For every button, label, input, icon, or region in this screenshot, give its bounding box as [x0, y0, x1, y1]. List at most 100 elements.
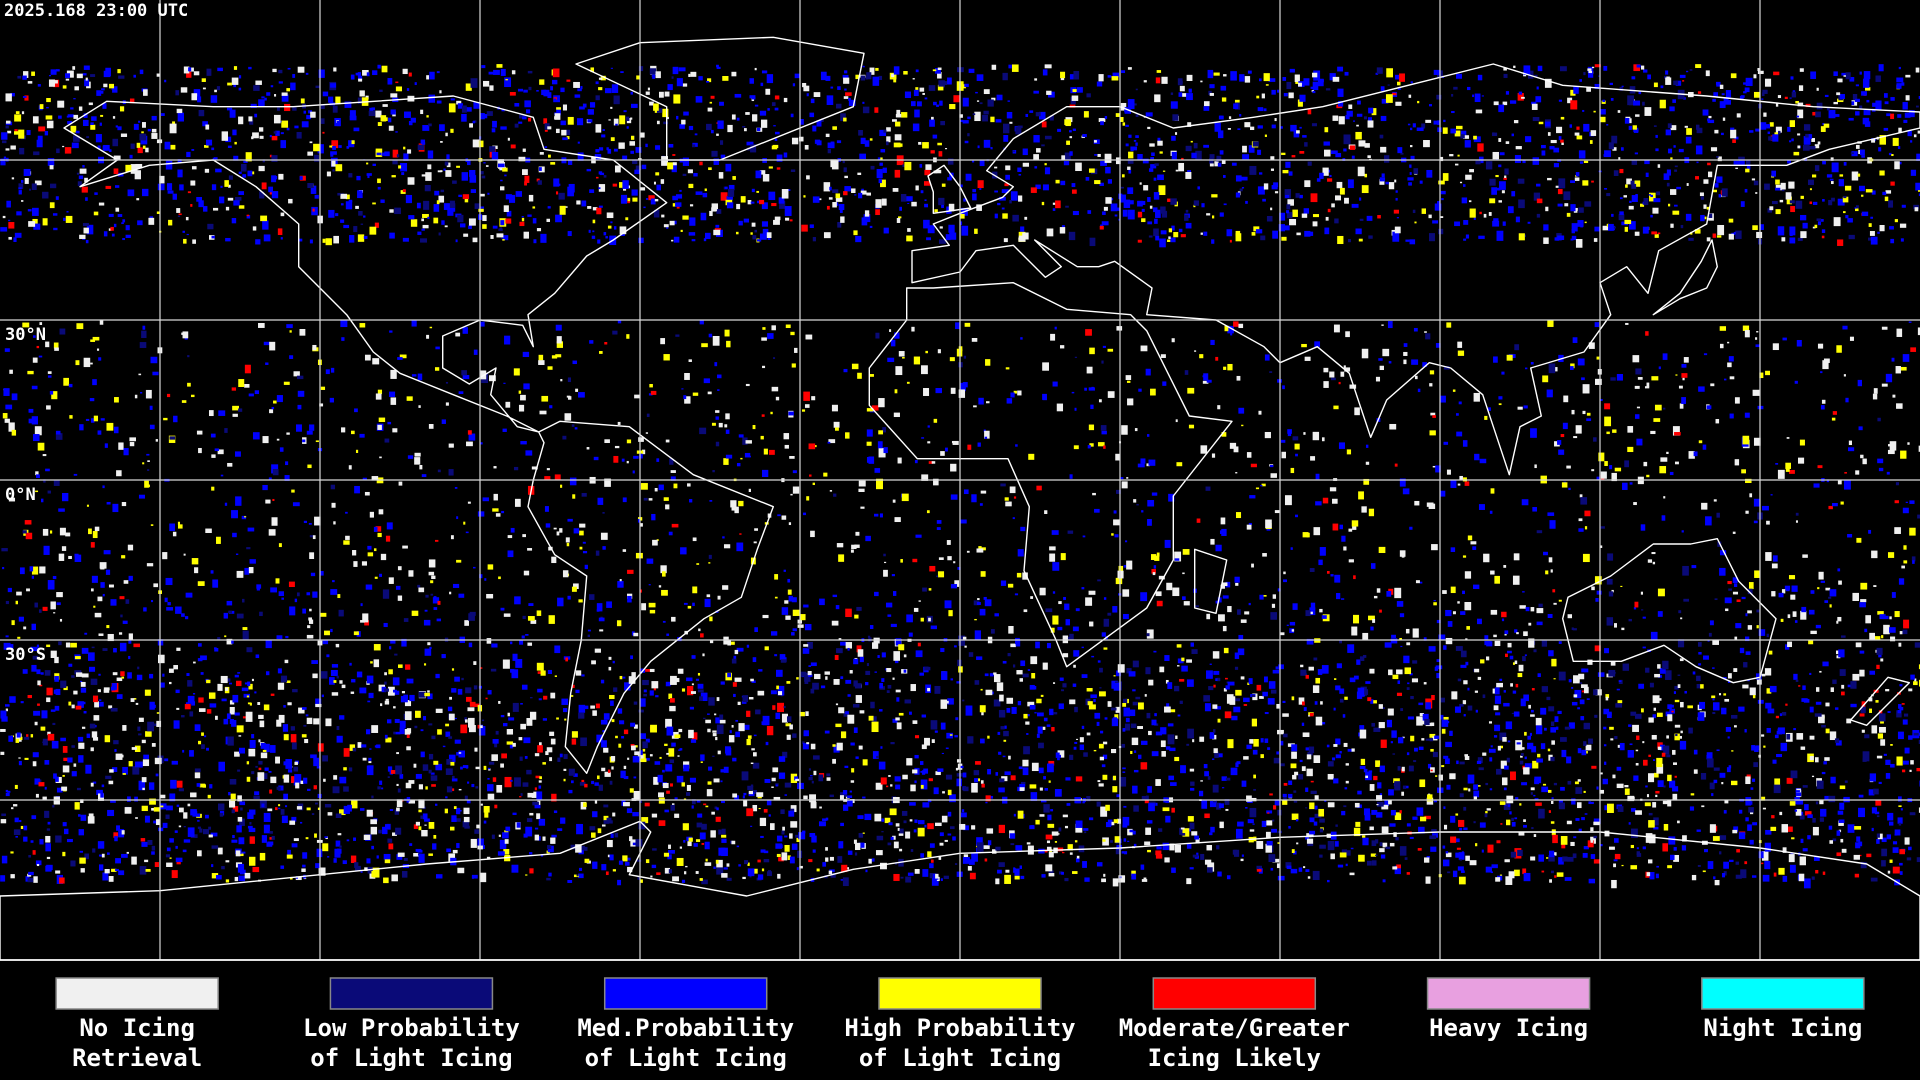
icing-pixel [1635, 193, 1638, 198]
icing-pixel [1318, 808, 1325, 817]
icing-pixel [316, 766, 321, 769]
icing-pixel [1648, 194, 1651, 196]
icing-pixel [933, 170, 938, 174]
icing-pixel [1463, 787, 1468, 791]
icing-pixel [1357, 166, 1365, 177]
icing-pixel [1065, 777, 1071, 781]
icing-pixel [448, 103, 456, 113]
icing-pixel [615, 735, 618, 739]
icing-pixel [609, 694, 615, 700]
icing-pixel [175, 90, 179, 96]
icing-pixel [303, 724, 307, 727]
icing-pixel [15, 835, 18, 838]
icing-pixel [1237, 128, 1241, 131]
icing-pixel [349, 744, 356, 751]
icing-pixel [1901, 703, 1905, 705]
icing-pixel [925, 164, 932, 170]
icing-pixel [28, 871, 34, 876]
icing-pixel [656, 184, 661, 191]
icing-pixel [1404, 785, 1409, 789]
icing-pixel [1785, 192, 1792, 200]
icing-pixel [1273, 182, 1279, 188]
icing-pixel [520, 723, 526, 730]
icing-pixel [1633, 100, 1641, 106]
icing-pixel [80, 799, 84, 804]
icing-pixel [497, 159, 505, 168]
icing-pixel [187, 191, 192, 194]
icing-pixel [651, 864, 657, 869]
icing-pixel [1246, 744, 1252, 749]
icing-pixel [774, 216, 781, 221]
icing-pixel [1450, 836, 1457, 843]
icing-pixel [1669, 780, 1676, 788]
icing-pixel [292, 107, 297, 111]
icing-pixel [451, 668, 455, 671]
icing-pixel [1473, 796, 1477, 800]
icing-pixel [537, 180, 542, 185]
icing-pixel [1407, 682, 1410, 685]
icing-pixel [1007, 100, 1010, 102]
icing-pixel [472, 237, 478, 243]
icing-pixel [176, 861, 181, 865]
icing-pixel [977, 778, 981, 782]
icing-pixel [640, 187, 646, 191]
icing-pixel [495, 730, 499, 735]
icing-pixel [53, 80, 58, 84]
icing-pixel [1243, 756, 1249, 760]
icing-pixel [1154, 94, 1161, 103]
icing-pixel [229, 682, 232, 685]
icing-pixel [1646, 226, 1650, 230]
icing-pixel [1761, 98, 1764, 100]
icing-pixel [435, 673, 440, 679]
icing-pixel [98, 673, 101, 676]
icing-pixel [1577, 707, 1581, 710]
icing-pixel [308, 110, 312, 114]
icing-pixel [51, 740, 59, 749]
icing-pixel [686, 784, 691, 791]
icing-pixel [838, 707, 845, 714]
icing-pixel [1188, 88, 1192, 93]
icing-pixel [1441, 198, 1444, 201]
icing-pixel [275, 130, 280, 136]
icing-pixel [893, 79, 897, 83]
icing-pixel [1128, 169, 1132, 174]
icing-pixel [1343, 148, 1347, 152]
icing-pixel [1740, 201, 1745, 207]
icing-pixel [1904, 112, 1911, 118]
icing-pixel [826, 205, 830, 210]
icing-pixel [380, 115, 387, 122]
icing-pixel [115, 858, 121, 864]
icing-pixel [1241, 780, 1247, 787]
icing-pixel [595, 81, 599, 85]
icing-pixel [1278, 224, 1286, 232]
icing-pixel [382, 104, 388, 107]
icing-pixel [1252, 141, 1259, 147]
icing-pixel [504, 174, 507, 177]
icing-pixel [1627, 95, 1635, 106]
icing-pixel [983, 110, 989, 115]
icing-pixel [1502, 221, 1506, 226]
icing-pixel [969, 859, 975, 865]
icing-pixel [798, 136, 804, 142]
icing-pixel [962, 699, 965, 702]
icing-pixel [77, 701, 84, 708]
icing-pixel [1676, 186, 1681, 190]
icing-pixel [1700, 196, 1704, 200]
icing-pixel [937, 67, 942, 70]
icing-pixel [387, 776, 390, 779]
icing-pixel [206, 68, 212, 76]
icing-pixel [1499, 678, 1503, 681]
icing-pixel [940, 722, 946, 730]
icing-pixel [605, 871, 609, 876]
icing-pixel [1395, 190, 1398, 193]
icing-pixel [580, 86, 583, 90]
icing-pixel [144, 689, 151, 696]
icing-pixel [1430, 846, 1437, 852]
icing-pixel [429, 71, 435, 80]
icing-pixel [1672, 749, 1676, 755]
icing-pixel [1231, 715, 1238, 721]
icing-pixel [225, 860, 230, 863]
icing-pixel [1574, 177, 1580, 181]
icing-pixel [1098, 783, 1104, 787]
icing-pixel [78, 106, 83, 111]
